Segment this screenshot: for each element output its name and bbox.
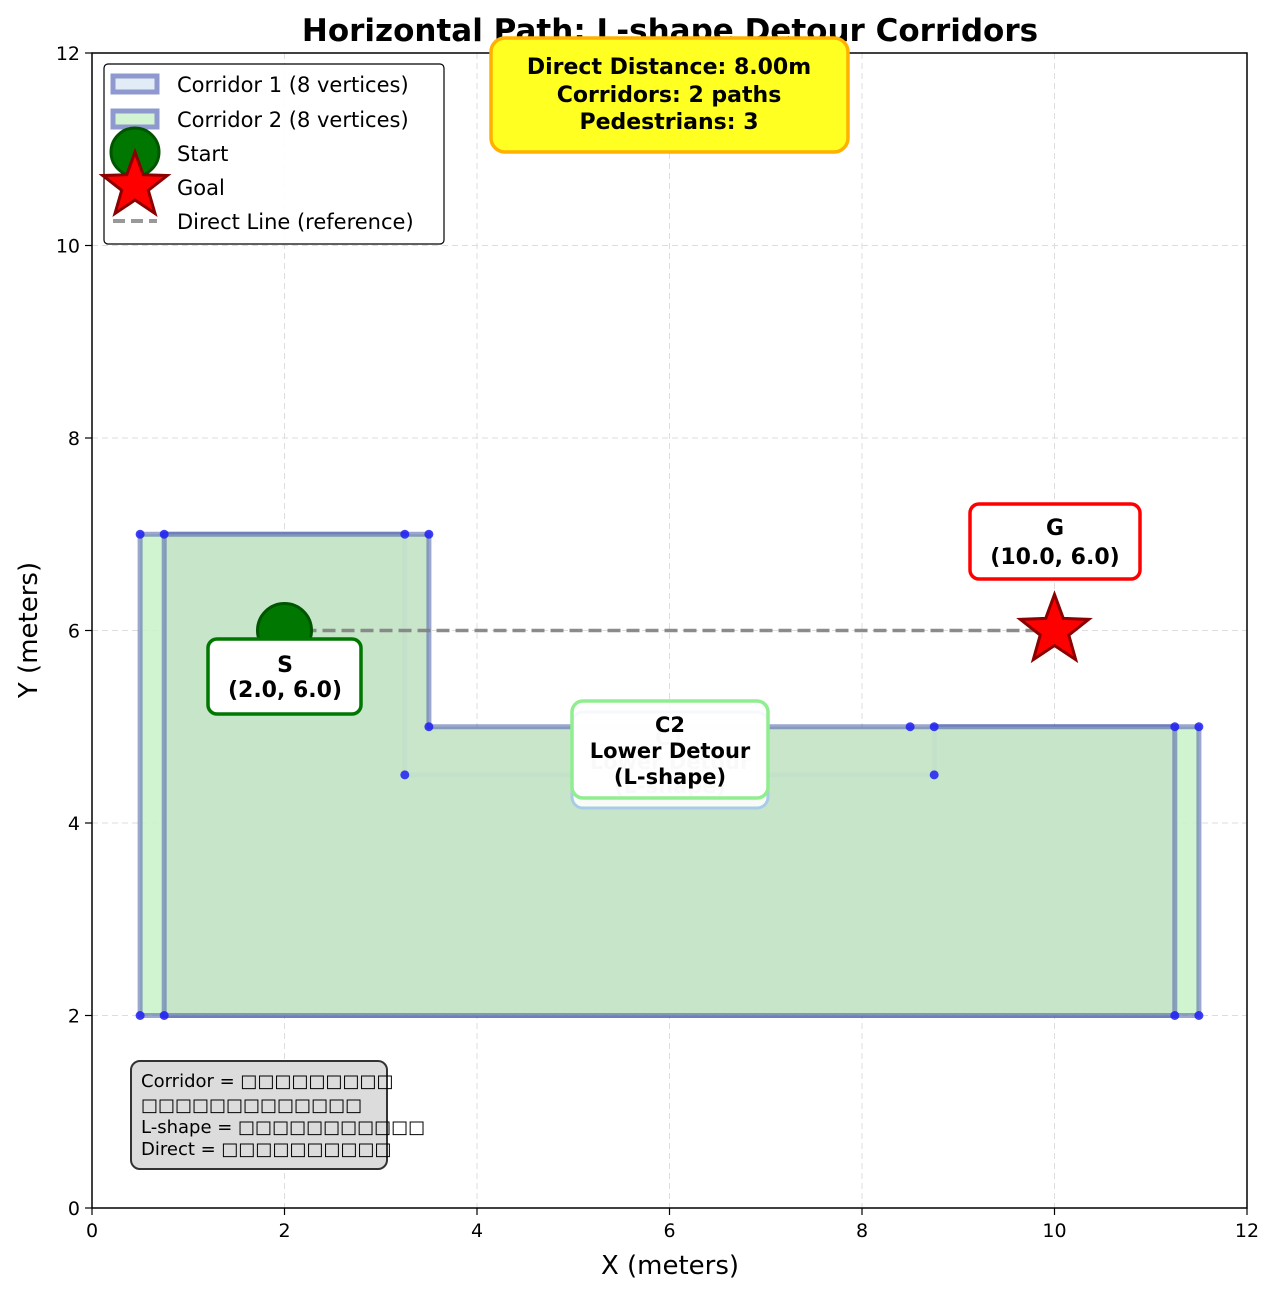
corridor-vertex [905, 722, 915, 732]
legend-label-goal: Goal [177, 176, 225, 200]
legend-swatch-corridor2 [110, 108, 160, 130]
corridor-vertex [424, 722, 434, 732]
y-tick-label: 2 [68, 1006, 80, 1028]
y-tick-label: 8 [68, 428, 80, 450]
corridor-vertex [1170, 722, 1180, 732]
x-tick-label: 10 [1042, 1220, 1066, 1242]
corridor-vertex [929, 770, 939, 780]
legend: Corridor 1 (8 vertices) Corridor 2 (8 ve… [98, 63, 445, 245]
note-line-3: L-shape = □□□□□□□□□□□ [141, 1117, 425, 1138]
c2-label-line: (L-shape) [614, 765, 726, 789]
info-box-bg [489, 36, 850, 154]
info-box: Direct Distance: 8.00m Corridors: 2 path… [489, 36, 850, 154]
corridor-vertex [135, 1011, 145, 1020]
legend-goal-marker [98, 147, 172, 218]
start-label-letter: S [277, 653, 293, 678]
x-tick-label: 6 [663, 1220, 675, 1242]
x-tick-label: 8 [856, 1220, 868, 1242]
y-tick-label: 10 [56, 236, 80, 258]
corridor-vertex [929, 722, 939, 732]
corridor-vertex [424, 529, 434, 539]
info-line-pedestrians: Pedestrians: 3 [579, 110, 758, 135]
note-box: Corridor = □□□□□□□□□ □□□□□□□□□□□□□ L-sha… [130, 1060, 425, 1170]
corridor-vertex [1194, 1011, 1204, 1020]
vertex-layer [135, 529, 1204, 1020]
legend-label-corridor2: Corridor 2 (8 vertices) [177, 108, 409, 132]
label-layer: C1Lower Detour(L-shape)S(2.0, 6.0)G(10.0… [206, 502, 1142, 810]
x-axis-label: X (meters) [601, 1251, 739, 1281]
note-line-1: Corridor = □□□□□□□□□ [141, 1071, 394, 1092]
tick-layer: 0 2 4 6 8 10 12 0 2 4 6 8 10 12 [56, 43, 1259, 1242]
legend-label-direct: Direct Line (reference) [177, 210, 414, 234]
x-tick-label: 12 [1235, 1220, 1259, 1242]
x-tick-label: 4 [471, 1220, 483, 1242]
start-label-coords: (2.0, 6.0) [228, 678, 342, 703]
note-box-bg [130, 1060, 388, 1170]
y-axis-label: Y (meters) [14, 562, 44, 699]
x-tick-label: 2 [278, 1220, 290, 1242]
c2-label-box [570, 699, 770, 800]
note-line-4: Direct = □□□□□□□□□□ [141, 1139, 392, 1160]
legend-label-start: Start [177, 142, 228, 166]
start-label-box [206, 637, 363, 716]
corridor-vertex [1170, 1011, 1180, 1020]
corridor-vertex [135, 529, 145, 539]
note-line-2: □□□□□□□□□□□□□ [141, 1095, 362, 1116]
corridor-vertex [159, 1011, 169, 1020]
corridor-vertex [400, 529, 410, 539]
corridor-vertex [400, 770, 410, 780]
y-tick-label: 4 [68, 813, 80, 835]
goal-marker [1016, 590, 1093, 664]
y-tick-label: 6 [68, 621, 80, 643]
goal-label-coords: (10.0, 6.0) [990, 545, 1119, 570]
goal-label-box [968, 502, 1142, 581]
info-line-distance: Direct Distance: 8.00m [527, 55, 811, 80]
y-tick-label: 12 [56, 43, 80, 65]
corridor-vertex [1194, 722, 1204, 732]
legend-box [103, 63, 445, 245]
c2-label-line: C2 [655, 713, 685, 737]
info-line-corridors: Corridors: 2 paths [557, 83, 782, 108]
c2-label-line: Lower Detour [590, 739, 751, 763]
legend-label-corridor1: Corridor 1 (8 vertices) [177, 73, 409, 97]
legend-swatch-corridor1 [110, 73, 160, 95]
corridor-vertex [159, 529, 169, 539]
x-tick-label: 0 [86, 1220, 98, 1242]
y-tick-label: 0 [68, 1198, 80, 1220]
goal-label-letter: G [1046, 516, 1064, 541]
